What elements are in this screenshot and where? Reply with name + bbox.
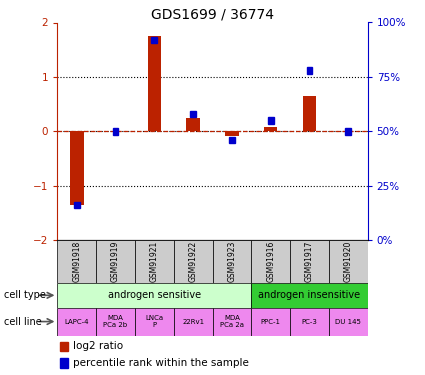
Text: MDA
PCa 2a: MDA PCa 2a [220, 315, 244, 328]
Text: cell line: cell line [4, 316, 42, 327]
Bar [251, 283, 368, 308]
Bar [57, 240, 96, 283]
Bar [303, 96, 316, 131]
Text: androgen insensitive: androgen insensitive [258, 290, 360, 300]
Text: LNCa
P: LNCa P [145, 315, 163, 328]
Bar [135, 308, 174, 336]
Bar [96, 308, 135, 336]
Bar [96, 240, 135, 283]
Bar [174, 240, 212, 283]
Text: cell type: cell type [4, 290, 46, 300]
Bar [174, 308, 212, 336]
Bar [186, 118, 200, 131]
Text: PPC-1: PPC-1 [261, 319, 280, 324]
Bar [212, 308, 251, 336]
Bar [135, 240, 174, 283]
Text: MDA
PCa 2b: MDA PCa 2b [103, 315, 127, 328]
Bar [264, 127, 278, 131]
Text: PC-3: PC-3 [301, 319, 317, 324]
Bar [60, 342, 68, 351]
Text: LAPC-4: LAPC-4 [65, 319, 89, 324]
Bar [251, 240, 290, 283]
Bar [60, 358, 68, 368]
Text: GSM91917: GSM91917 [305, 241, 314, 282]
Text: DU 145: DU 145 [335, 319, 361, 324]
Bar [290, 240, 329, 283]
Bar [70, 131, 84, 205]
Text: log2 ratio: log2 ratio [73, 341, 123, 351]
Bar [74, 202, 79, 208]
Bar [212, 240, 251, 283]
Bar [306, 67, 312, 74]
Bar [57, 308, 96, 336]
Bar [290, 308, 329, 336]
Bar [190, 111, 196, 117]
Text: GSM91916: GSM91916 [266, 241, 275, 282]
Bar [151, 37, 157, 43]
Bar [329, 308, 368, 336]
Text: GSM91918: GSM91918 [72, 241, 81, 282]
Text: androgen sensitive: androgen sensitive [108, 290, 201, 300]
Bar [57, 283, 251, 308]
Bar [251, 308, 290, 336]
Bar [346, 128, 351, 135]
Bar [147, 36, 161, 131]
Text: GSM91920: GSM91920 [344, 241, 353, 282]
Bar [329, 240, 368, 283]
Bar [268, 117, 274, 124]
Text: GSM91923: GSM91923 [227, 241, 236, 282]
Text: GSM91922: GSM91922 [189, 241, 198, 282]
Text: percentile rank within the sample: percentile rank within the sample [73, 358, 249, 368]
Text: 22Rv1: 22Rv1 [182, 319, 204, 324]
Bar [229, 137, 235, 143]
Bar [113, 128, 119, 135]
Text: GSM91921: GSM91921 [150, 241, 159, 282]
Text: GSM91919: GSM91919 [111, 241, 120, 282]
Bar [225, 131, 239, 136]
Title: GDS1699 / 36774: GDS1699 / 36774 [151, 8, 274, 21]
